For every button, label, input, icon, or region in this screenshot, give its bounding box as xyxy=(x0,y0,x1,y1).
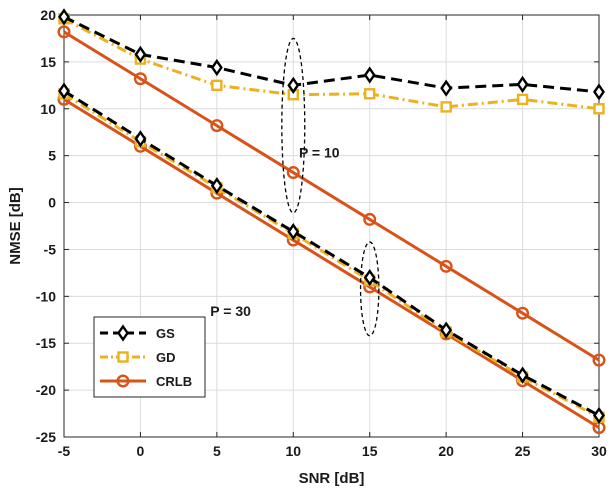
y-tick-label: -15 xyxy=(36,335,56,351)
x-tick-label: 15 xyxy=(362,443,378,459)
y-tick-label: 5 xyxy=(48,148,56,164)
y-tick-label: 20 xyxy=(40,7,56,23)
data-point-crlb-10 xyxy=(363,212,377,226)
legend-label: GS xyxy=(156,326,175,341)
data-point-gs-30 xyxy=(210,177,223,195)
data-point-crlb-10 xyxy=(57,25,71,39)
data-point-gs-30 xyxy=(593,406,605,425)
x-tick-label: -5 xyxy=(58,443,71,459)
y-tick-label: -25 xyxy=(36,429,56,445)
x-tick-label: 25 xyxy=(515,443,531,459)
data-point-crlb-10 xyxy=(592,353,606,367)
data-point-gd-10 xyxy=(364,88,376,100)
series-line-gd-30 xyxy=(63,92,600,419)
data-point-gd-10 xyxy=(211,79,223,92)
legend-item-gs: GS xyxy=(100,324,175,342)
data-point-gs-30 xyxy=(58,82,70,100)
data-point-gs-10 xyxy=(440,79,453,97)
series-gs-10 xyxy=(58,8,605,101)
annotation-label: P = 10 xyxy=(299,145,340,161)
legend-item-gd: GD xyxy=(100,350,176,365)
data-point-gs-10 xyxy=(287,76,300,94)
group-ellipse xyxy=(359,241,380,337)
data-point-gs-10 xyxy=(58,8,70,26)
y-tick-label: 10 xyxy=(40,101,56,117)
plot-frame xyxy=(63,14,600,438)
annotation-label: P = 30 xyxy=(210,303,251,319)
x-axis-ticks: -5 0 5 10 15 20 25 30 xyxy=(58,15,607,459)
series-gd-10 xyxy=(58,13,605,115)
group-ellipse xyxy=(281,37,306,214)
y-axis-ticks: -25 -20 -15 -10 -5 0 5 10 15 20 xyxy=(36,7,599,445)
data-point-gs-30 xyxy=(516,366,529,384)
data-point-gs-10 xyxy=(134,45,147,63)
annotations: P = 10 P = 30 xyxy=(210,145,339,319)
y-tick-label: 0 xyxy=(48,195,56,211)
data-point-crlb-10 xyxy=(210,119,224,133)
data-point-gs-30 xyxy=(287,223,300,241)
data-point-gs-10 xyxy=(593,83,605,101)
data-point-gs-10 xyxy=(516,75,529,94)
data-point-crlb-10 xyxy=(439,259,453,273)
series-crlb-10 xyxy=(57,25,606,367)
y-tick-label: -5 xyxy=(44,241,57,257)
series-gs-30 xyxy=(58,82,605,425)
legend-marker xyxy=(117,324,129,342)
series-line-crlb-30 xyxy=(63,98,600,429)
x-tick-label: 30 xyxy=(591,443,607,459)
legend-marker xyxy=(117,351,129,363)
series-line-gs-30 xyxy=(63,89,600,417)
data-point-crlb-10 xyxy=(516,306,530,320)
x-tick-label: 20 xyxy=(438,443,454,459)
data-point-gd-10 xyxy=(593,103,605,115)
legend-label: CRLB xyxy=(156,374,192,389)
y-tick-label: -10 xyxy=(36,288,56,304)
x-axis-label: SNR [dB] xyxy=(299,470,365,487)
series-line-gs-10 xyxy=(63,15,600,94)
legend: GS GD CRLB xyxy=(93,316,206,398)
series-line-gd-10 xyxy=(63,17,600,111)
data-point-crlb-10 xyxy=(286,166,300,180)
data-point-gd-10 xyxy=(440,101,452,113)
x-tick-label: 5 xyxy=(213,443,221,459)
series-line-crlb-10 xyxy=(63,30,600,362)
legend-marker xyxy=(116,374,130,388)
legend-label: GD xyxy=(156,350,176,365)
data-point-gs-10 xyxy=(210,58,223,77)
data-series xyxy=(57,8,606,435)
legend-item-crlb: CRLB xyxy=(100,374,192,389)
y-tick-label: 15 xyxy=(40,54,56,70)
x-tick-label: 0 xyxy=(137,443,145,459)
data-point-gs-30 xyxy=(363,268,376,287)
data-point-gd-10 xyxy=(516,93,529,106)
data-point-gs-30 xyxy=(440,321,453,339)
x-tick-label: 10 xyxy=(285,443,301,459)
y-axis-label: NMSE [dB] xyxy=(7,187,24,265)
y-tick-label: -20 xyxy=(36,382,56,398)
data-point-crlb-10 xyxy=(133,72,147,86)
group-ellipses xyxy=(281,37,380,337)
data-point-gs-30 xyxy=(134,130,147,148)
data-point-gs-10 xyxy=(363,66,376,84)
